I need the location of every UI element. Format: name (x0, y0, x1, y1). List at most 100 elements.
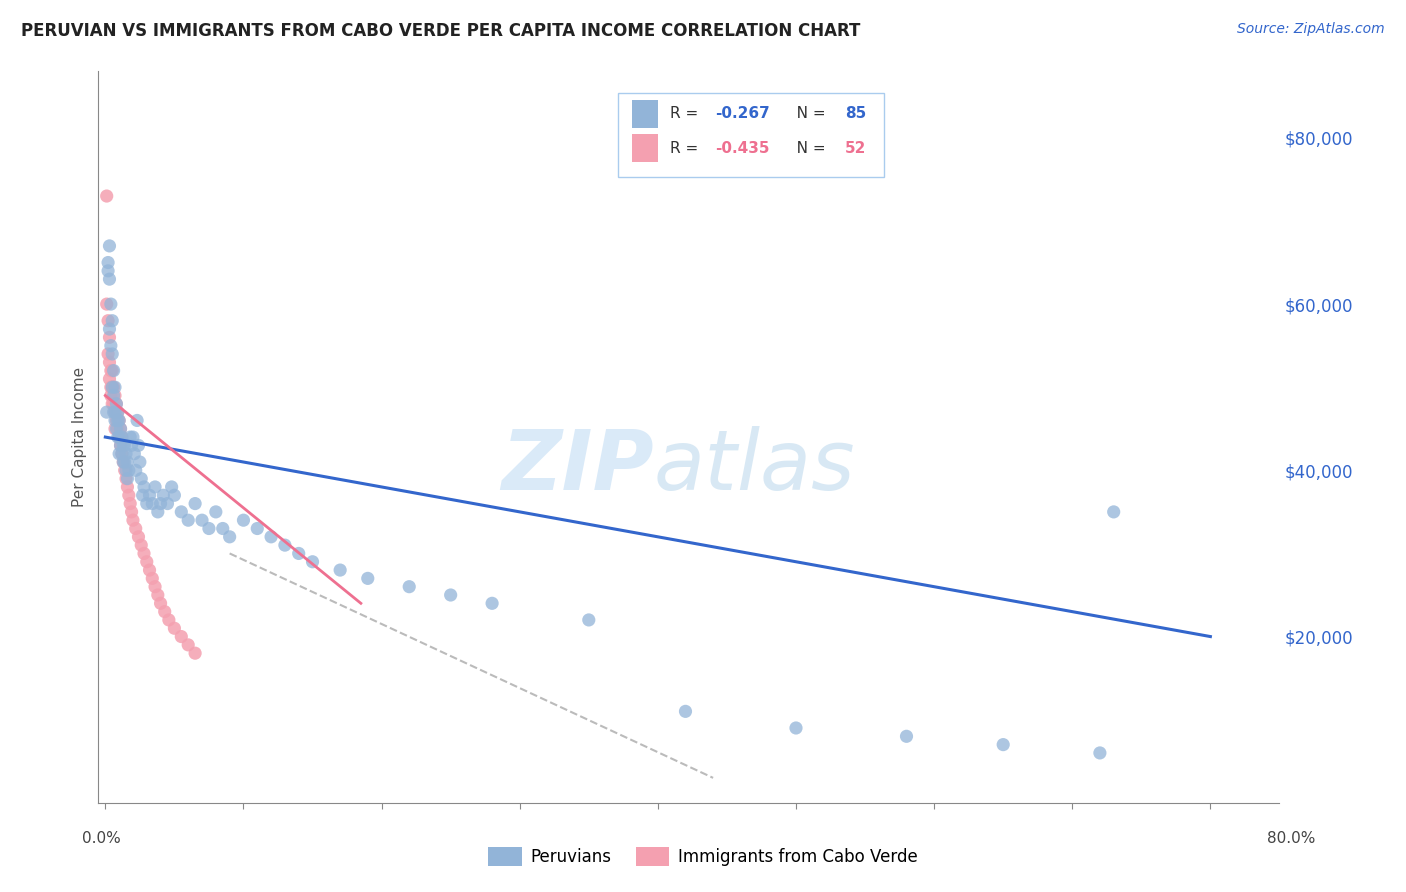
Point (191, 513, 214, 527)
Text: atlas: atlas (654, 425, 855, 507)
Point (149, 497, 172, 511)
Point (138, 488, 160, 502)
Point (127, 438, 149, 452)
Point (177, 638, 200, 652)
Point (104, 405, 127, 419)
Point (104, 388, 127, 402)
Point (160, 480, 183, 494)
Point (246, 521, 269, 535)
Point (138, 563, 160, 577)
Point (440, 588, 463, 602)
Point (274, 538, 297, 552)
Point (135, 555, 157, 569)
Point (120, 430, 142, 444)
Point (129, 472, 152, 486)
Point (329, 563, 352, 577)
Point (146, 588, 169, 602)
Point (120, 497, 142, 511)
Point (481, 596, 503, 610)
Point (121, 438, 143, 452)
Point (105, 413, 128, 427)
Point (96, 189, 118, 203)
Point (117, 480, 139, 494)
Point (103, 380, 125, 394)
Point (110, 438, 132, 452)
Point (132, 480, 155, 494)
Point (107, 430, 129, 444)
Point (127, 413, 149, 427)
Point (98, 322, 121, 336)
Point (114, 438, 136, 452)
Point (153, 605, 176, 619)
Point (125, 521, 148, 535)
Point (128, 455, 150, 469)
Point (578, 613, 600, 627)
Point (125, 463, 148, 477)
Point (101, 314, 124, 328)
Point (127, 530, 149, 544)
Point (118, 488, 141, 502)
Text: 52: 52 (845, 141, 866, 156)
Point (129, 538, 152, 552)
FancyBboxPatch shape (619, 94, 884, 178)
Point (112, 438, 135, 452)
Point (112, 455, 135, 469)
Text: R =: R = (671, 141, 703, 156)
Point (1088, 746, 1111, 760)
Text: N =: N = (782, 141, 831, 156)
Point (110, 422, 132, 436)
Text: 85: 85 (845, 106, 866, 121)
Point (103, 388, 125, 402)
Point (135, 497, 157, 511)
Point (675, 705, 697, 719)
Point (108, 413, 131, 427)
Point (110, 438, 132, 452)
Point (108, 430, 131, 444)
Point (114, 463, 136, 477)
Y-axis label: Per Capita Income: Per Capita Income (72, 367, 87, 508)
Point (103, 397, 125, 411)
Point (398, 580, 420, 594)
Point (107, 422, 129, 436)
Point (111, 430, 134, 444)
Point (108, 413, 131, 427)
Text: 0.0%: 0.0% (82, 831, 121, 846)
Bar (633, 135, 658, 162)
Point (97, 314, 120, 328)
Point (141, 497, 163, 511)
Point (211, 521, 233, 535)
Point (97, 264, 120, 278)
Point (105, 397, 128, 411)
Point (170, 505, 193, 519)
Point (110, 422, 132, 436)
Point (115, 463, 138, 477)
Point (114, 455, 136, 469)
Point (170, 630, 193, 644)
Point (107, 413, 129, 427)
Point (97, 347, 120, 361)
Text: ZIP: ZIP (501, 425, 654, 507)
Point (101, 380, 124, 394)
Text: -0.435: -0.435 (714, 141, 769, 156)
Text: R =: R = (671, 106, 703, 121)
Point (100, 338, 122, 352)
Point (115, 472, 138, 486)
Point (143, 480, 166, 494)
Point (205, 505, 228, 519)
Point (103, 363, 125, 377)
Point (115, 447, 138, 461)
Point (100, 380, 122, 394)
Point (132, 546, 155, 560)
Point (152, 488, 174, 502)
Point (96, 297, 118, 311)
Point (122, 513, 145, 527)
Point (107, 405, 129, 419)
Point (103, 405, 125, 419)
Point (785, 721, 807, 735)
Point (101, 397, 124, 411)
Point (104, 405, 127, 419)
Point (156, 497, 179, 511)
Point (184, 497, 207, 511)
Point (301, 555, 323, 569)
Point (149, 596, 172, 610)
